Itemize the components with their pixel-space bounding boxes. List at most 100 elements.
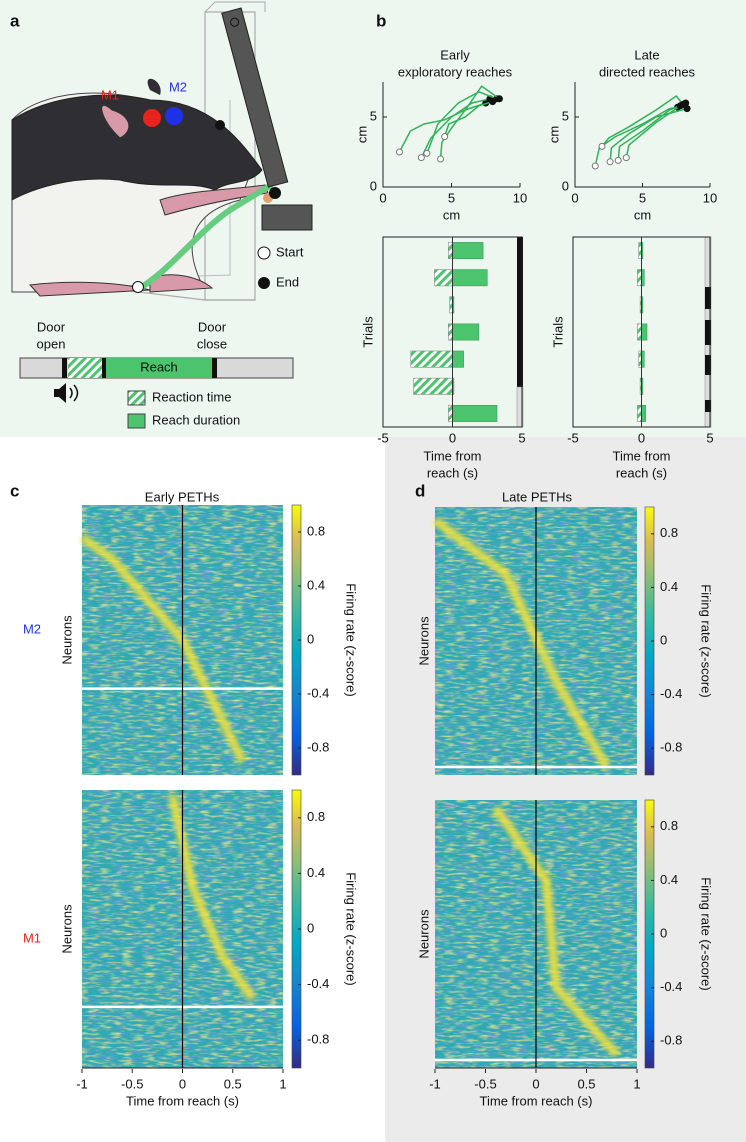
region-label: M2 [23,621,41,636]
duration-bar [641,323,648,341]
panel-label: a [10,11,20,30]
rat-diagram [11,1,313,429]
end-point [682,99,690,107]
reach-label: Reach [140,359,178,374]
reaction-bar [448,404,453,422]
x-tick-label: 0 [532,1076,539,1091]
door-label: close [197,336,227,351]
x-tick-label: -5 [377,430,389,445]
duration-bar [641,404,646,422]
x-tick-label: 0 [379,190,386,205]
duration-bar [452,350,464,368]
trajectory [398,102,486,153]
x-tick-label: 0 [449,430,456,445]
colorbar-tick-label: 0.8 [307,523,325,538]
start-point [591,162,599,170]
x-tick-label: 10 [513,190,527,205]
x-tick-label: 10 [703,190,717,205]
region-label: M1 [23,930,41,945]
colorbar-tick-label: -0.4 [307,685,329,700]
colorbar-label: Firing rate (z-score) [344,583,359,696]
start-point [606,158,614,166]
x-tick-label: -1 [429,1076,441,1091]
trajectory [439,85,500,160]
key-label: Reaction time [152,389,231,404]
colorbar-tick-label: 0.4 [660,872,678,887]
start-point [423,149,431,157]
x-tick-label: 5 [706,430,713,445]
y-axis-label: Trials [360,316,375,348]
y-axis-label: Neurons [59,615,74,665]
start-point [437,155,445,163]
end-point [683,105,691,113]
heatmap-sweep [79,533,247,764]
colorbar-tick-label: -0.8 [307,739,329,754]
colorbar-tick-label: 0.8 [660,525,678,540]
colorbar-tick-label: -0.8 [660,1033,682,1048]
reaction-bar [637,404,642,422]
area-label: M1 [101,87,119,102]
x-axis-label: Time from reach (s) [480,1093,593,1108]
chart-title: exploratory reaches [398,64,513,79]
trajectory [594,106,678,167]
duration-bar [452,242,484,260]
x-tick-label: 1 [279,1076,286,1091]
y-tick-label: 5 [370,108,377,123]
door-label: open [37,336,66,351]
colorbar-tick-label: 0.8 [660,818,678,833]
start-point [614,156,622,164]
heatmap-sweep [432,516,611,770]
x-tick-label: -5 [567,430,579,445]
x-tick-label: 0 [638,430,645,445]
colorbar-tick-label: -0.8 [660,740,682,755]
trajectory [426,90,497,154]
start-point [395,148,403,156]
x-tick-label: 0 [179,1076,186,1091]
colorbar-tick-label: 0.8 [307,809,325,824]
y-axis-label: cm [546,126,561,143]
reaction-bar [448,242,453,260]
colorbar-tick-label: -0.8 [307,1032,329,1047]
colorbar-tick-label: 0.4 [660,579,678,594]
colorbar-tick-label: -0.4 [307,976,329,991]
x-tick-label: 5 [639,190,646,205]
reaction-bar [637,269,642,287]
colorbar-tick-label: 0.4 [307,865,325,880]
key-label: Reach duration [152,412,240,427]
area-label: M2 [169,79,187,94]
reaction-bar [413,377,453,395]
start-point [598,142,606,150]
x-tick-label: -1 [76,1076,88,1091]
trajectory [601,94,684,147]
reaction-bar [410,350,453,368]
end-point [495,95,503,103]
colorbar-tick-label: 0 [307,631,314,646]
trajectory [443,100,493,137]
y-axis-label: Neurons [416,616,431,666]
x-tick-label: 0.5 [224,1076,242,1091]
reaction-bar [448,323,453,341]
start-point [417,154,425,162]
chart-title: Early [440,47,470,62]
x-axis-label: Time from [423,448,481,463]
panel-label: d [415,481,425,500]
y-axis-label: Neurons [59,904,74,954]
colorbar-tick-label: -0.4 [660,686,682,701]
x-tick-label: 5 [448,190,455,205]
start-point [441,133,449,141]
colorbar-tick-label: 0.4 [307,577,325,592]
door-label: Door [37,319,66,334]
y-tick-label: 0 [562,178,569,193]
start-point [622,154,630,162]
chart-title: directed reaches [599,64,696,79]
x-tick-label: -0.5 [474,1076,496,1091]
trajectory [420,98,491,158]
reaction-bar [434,269,453,287]
trajectory [617,102,686,161]
chart-title: Late [634,47,659,62]
reaction-bar [637,323,642,341]
y-axis-label: Neurons [416,909,431,959]
y-tick-label: 5 [562,108,569,123]
colorbar-label: Firing rate (z-score) [344,872,359,985]
